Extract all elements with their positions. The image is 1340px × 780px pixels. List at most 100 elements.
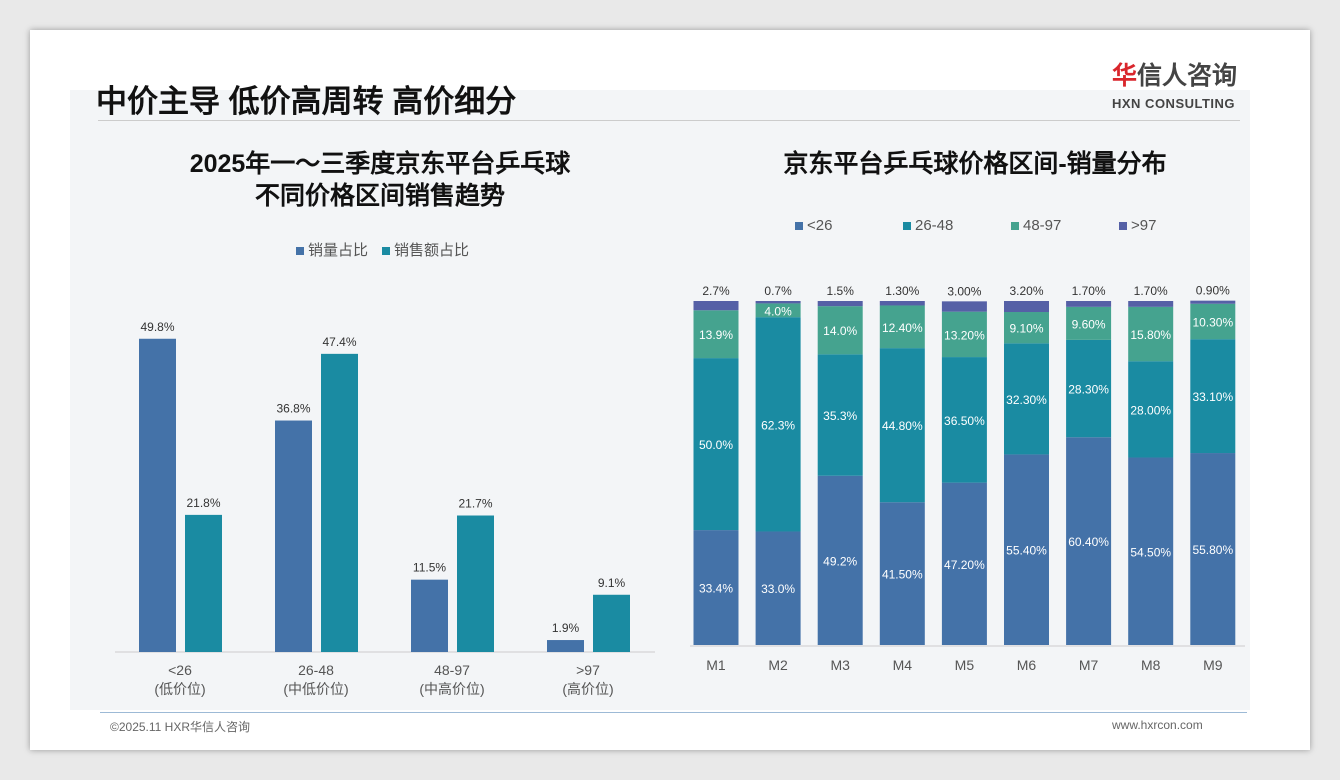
data-label: 11.5% (413, 561, 446, 575)
legend-item: 26-48 (903, 217, 1011, 234)
x-tick-label: M8 (1141, 657, 1161, 673)
logo-en: HXN CONSULTING (1112, 96, 1236, 111)
segment-label: 50.0% (699, 438, 733, 452)
stacked-bar-segment (1004, 312, 1049, 344)
x-tick-label: M7 (1079, 657, 1099, 673)
segment-label: 44.80% (882, 419, 923, 433)
x-tick-label: M5 (955, 657, 975, 673)
segment-label: 9.60% (1072, 317, 1106, 331)
stacked-bar-segment (879, 305, 925, 349)
segment-label: 47.20% (944, 558, 985, 572)
bar (593, 594, 630, 652)
x-tick-label: <26 (168, 662, 192, 678)
x-tick-label: 26-48 (298, 662, 334, 678)
legend-item: 48-97 (1011, 217, 1119, 234)
data-label: 21.8% (186, 496, 220, 510)
stacked-bar-segment (1128, 457, 1174, 645)
segment-label: 3.00% (947, 284, 981, 298)
stacked-bar-segment (941, 357, 987, 483)
stacked-bar-segment (941, 301, 987, 312)
stacked-bar-segment (941, 482, 987, 645)
stacked-bar-segment (1190, 453, 1236, 645)
stacked-bar-segment (755, 317, 801, 532)
segment-label: 28.00% (1130, 403, 1171, 417)
data-label: 36.8% (276, 402, 310, 416)
bar (547, 640, 584, 652)
right-legend: <26 26-48 48-97 >97 (795, 217, 1227, 234)
data-label: 9.1% (598, 576, 626, 590)
segment-label: 12.40% (882, 321, 923, 335)
logo-text: 信人咨询 (1137, 62, 1238, 90)
segment-label: 60.40% (1068, 535, 1109, 549)
segment-label: 14.0% (823, 324, 857, 338)
segment-label: 33.10% (1192, 390, 1233, 404)
stacked-bar-segment (1066, 306, 1112, 340)
legend-swatch (1119, 222, 1127, 230)
segment-label: 54.50% (1130, 545, 1171, 559)
legend-label: 销量占比 (308, 242, 369, 259)
segment-label: 3.20% (1009, 284, 1043, 298)
left-title-line1: 2025年一～三季度京东平台乒乓球 (189, 150, 571, 178)
legend-label: 26-48 (915, 217, 954, 234)
segment-label: 0.7% (764, 284, 792, 298)
stacked-bar-segment (755, 303, 801, 318)
x-tick-sublabel: (中高价位) (419, 681, 484, 697)
legend-item: <26 (795, 217, 903, 234)
x-tick-label: >97 (576, 662, 600, 678)
x-tick-label: M2 (768, 657, 788, 673)
segment-label: 33.0% (761, 582, 795, 596)
segment-label: 2.7% (702, 284, 730, 298)
logo: 华信人咨询 (1112, 62, 1238, 90)
segment-label: 4.0% (764, 304, 792, 318)
page-title: 中价主导 低价高周转 高价细分 (96, 84, 517, 119)
data-label: 21.7% (458, 497, 492, 511)
stacked-bar-segment (755, 301, 801, 304)
legend-label: >97 (1131, 217, 1157, 234)
x-tick-sublabel: (中低价位) (283, 681, 348, 697)
stacked-bar-segment (755, 531, 801, 645)
bar (275, 420, 312, 652)
data-label: 47.4% (322, 335, 356, 349)
x-tick-label: M3 (830, 657, 850, 673)
stacked-bar-segment (941, 311, 987, 358)
legend-label: <26 (807, 217, 833, 234)
divider (98, 120, 1240, 121)
segment-label: 32.30% (1006, 393, 1047, 407)
stacked-bar-segment (1128, 301, 1174, 307)
x-tick-label: M9 (1203, 657, 1223, 673)
bar (411, 579, 448, 652)
stacked-bar-segment (693, 530, 739, 645)
segment-label: 55.80% (1192, 543, 1233, 557)
segment-label: 1.30% (885, 284, 919, 298)
stacked-bar-segment (1190, 339, 1236, 454)
x-tick-label: 48-97 (434, 662, 470, 678)
segment-label: 1.5% (827, 284, 855, 298)
segment-label: 10.30% (1192, 315, 1233, 329)
stacked-bar-segment (1128, 306, 1174, 362)
stacked-bar-segment (1066, 339, 1112, 438)
footer-copyright: ©2025.11 HXR华信人咨询 (110, 720, 250, 734)
legend-item: 销售额占比 (382, 239, 469, 260)
stacked-bar-segment (817, 475, 863, 645)
stacked-bar-segment (1004, 343, 1049, 455)
stacked-bar-segment (817, 306, 863, 355)
legend-label: 销售额占比 (394, 242, 470, 259)
segment-label: 15.80% (1130, 328, 1171, 342)
segment-label: 35.3% (823, 409, 857, 423)
stacked-bar-segment (1004, 301, 1049, 313)
stacked-bar-segment (1190, 303, 1236, 340)
legend-swatch (795, 222, 803, 230)
legend-item: >97 (1119, 217, 1227, 234)
stacked-bar-segment (1066, 301, 1112, 307)
segment-label: 55.40% (1006, 544, 1047, 558)
data-label: 1.9% (552, 621, 580, 635)
segment-label: 1.70% (1134, 284, 1168, 298)
legend-item: 销量占比 (296, 239, 368, 260)
footer-url: www.hxrcon.com (1112, 718, 1203, 732)
stacked-bar-segment (1004, 454, 1049, 645)
footer-divider (100, 712, 1247, 713)
segment-label: 41.50% (882, 568, 923, 582)
left-title-line2: 不同价格区间销售趋势 (254, 182, 505, 210)
bar (185, 514, 222, 652)
